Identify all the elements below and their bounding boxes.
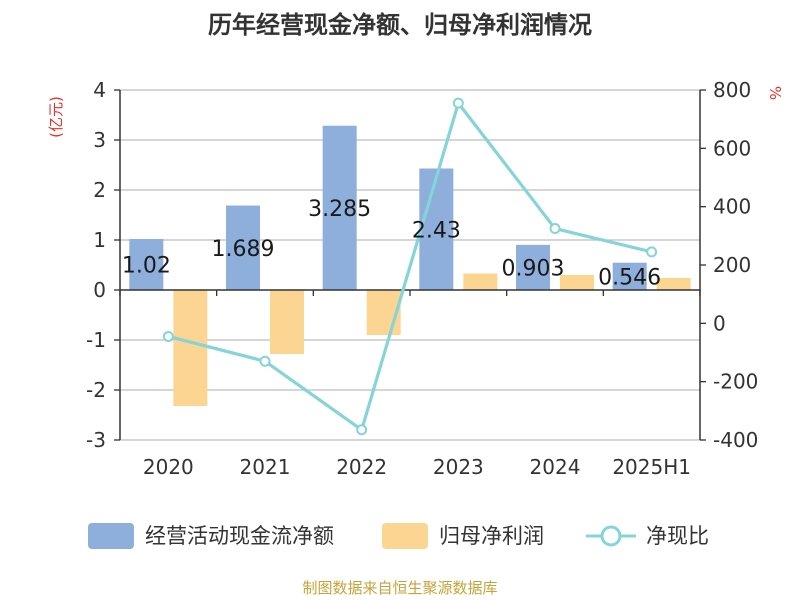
right-tick-label: -400 xyxy=(713,428,758,452)
left-tick-label: 2 xyxy=(93,178,106,202)
data-label-cash-flow-2020: 1.02 xyxy=(122,254,171,279)
left-axis-ticks: 4 3 2 1 0 -1 -2 -3 xyxy=(86,78,120,452)
x-axis-categories: 2020 2021 2022 2023 2024 2025H1 xyxy=(143,455,691,479)
bar-cash-flow-2025H1[interactable] xyxy=(612,262,647,290)
data-label-cash-flow-2022: 3.285 xyxy=(308,197,371,222)
bar-net-profit-2021[interactable] xyxy=(270,290,304,354)
legend-item-net-profit[interactable]: 归母净利润 xyxy=(382,523,544,549)
bar-cash-flow-2022[interactable] xyxy=(322,125,357,290)
ratio-point-2020[interactable] xyxy=(162,330,174,342)
legend-label-ratio: 净现比 xyxy=(646,524,709,548)
bar-cash-flow-2021[interactable] xyxy=(226,205,260,290)
x-category-label: 2023 xyxy=(433,455,484,479)
data-label-cash-flow-2025H1: 0.546 xyxy=(598,265,661,290)
data-label-cash-flow-2023: 2.43 xyxy=(412,218,461,243)
ratio-point-2024[interactable] xyxy=(549,223,561,235)
ratio-point-2021[interactable] xyxy=(259,355,271,367)
left-tick-label: -1 xyxy=(86,328,106,352)
bar-net-profit-2023[interactable] xyxy=(463,273,498,291)
left-tick-label: 4 xyxy=(93,78,106,102)
right-tick-label: 0 xyxy=(713,311,726,335)
left-tick-label: 1 xyxy=(93,228,106,252)
bar-net-profit-2020[interactable] xyxy=(173,290,208,406)
legend-label-net-profit: 归母净利润 xyxy=(439,524,544,548)
data-label-cash-flow-2021: 1.689 xyxy=(212,237,275,262)
axes xyxy=(119,90,701,440)
ratio-line xyxy=(167,101,653,432)
right-tick-label: 200 xyxy=(713,253,751,277)
right-tick-label: 400 xyxy=(713,195,751,219)
right-axis-ticks: 800 600 400 200 0 -200 -400 xyxy=(700,78,758,452)
bar-net-profit-2025H1[interactable] xyxy=(656,278,691,290)
ratio-point-2023[interactable] xyxy=(452,97,464,109)
x-category-label: 2022 xyxy=(336,455,387,479)
left-tick-label: -3 xyxy=(86,428,106,452)
legend-swatch-net-profit xyxy=(382,523,428,549)
chart-title: 历年经营现金净额、归母净利润情况 xyxy=(208,11,592,39)
legend-label-cash-flow: 经营活动现金流净额 xyxy=(145,524,334,548)
data-labels: 1.02 1.689 3.285 2.43 0.903 0.546 xyxy=(122,197,661,290)
ratio-line-series xyxy=(162,97,658,436)
ratio-point-2022[interactable] xyxy=(356,424,368,436)
left-tick-label: -2 xyxy=(86,378,106,402)
bar-cash-flow-2024[interactable] xyxy=(516,244,550,290)
x-category-label: 2025H1 xyxy=(612,455,691,479)
legend-item-cash-flow[interactable]: 经营活动现金流净额 xyxy=(88,523,334,549)
x-category-label: 2021 xyxy=(240,455,291,479)
source-note: 制图数据来自恒生聚源数据库 xyxy=(302,579,497,597)
left-tick-label: 3 xyxy=(93,128,106,152)
gridlines xyxy=(120,89,700,441)
left-axis-unit: (亿元) xyxy=(47,96,65,138)
right-tick-label: 800 xyxy=(713,78,751,102)
bar-net-profit-2024[interactable] xyxy=(560,275,594,290)
right-tick-label: 600 xyxy=(713,136,751,160)
right-tick-label: -200 xyxy=(713,370,758,394)
x-category-label: 2024 xyxy=(530,455,581,479)
legend: 经营活动现金流净额 归母净利润 净现比 xyxy=(88,523,709,549)
ratio-point-2025H1[interactable] xyxy=(646,246,658,258)
legend-swatch-cash-flow xyxy=(88,523,134,549)
data-label-cash-flow-2024: 0.903 xyxy=(502,256,565,281)
bars xyxy=(129,125,691,406)
x-category-label: 2020 xyxy=(143,455,194,479)
legend-item-ratio[interactable]: 净现比 xyxy=(586,524,709,548)
bar-cash-flow-2020[interactable] xyxy=(129,239,164,290)
right-axis-unit: % xyxy=(766,86,784,100)
legend-swatch-ratio-marker xyxy=(600,525,622,547)
bar-cash-flow-2023[interactable] xyxy=(419,168,454,291)
left-tick-label: 0 xyxy=(93,278,106,302)
